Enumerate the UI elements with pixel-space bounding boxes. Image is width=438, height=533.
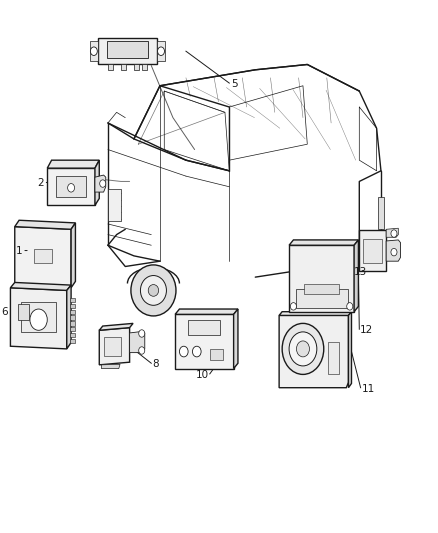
Ellipse shape <box>100 180 106 187</box>
Ellipse shape <box>141 276 166 305</box>
Polygon shape <box>130 332 145 353</box>
Bar <box>98 38 157 64</box>
Ellipse shape <box>282 324 324 374</box>
Polygon shape <box>95 160 99 205</box>
Ellipse shape <box>90 47 97 55</box>
Polygon shape <box>15 284 41 290</box>
Bar <box>70 298 74 302</box>
Polygon shape <box>354 240 358 312</box>
Polygon shape <box>11 282 71 290</box>
Polygon shape <box>359 230 386 271</box>
Polygon shape <box>279 312 352 316</box>
Ellipse shape <box>30 309 47 330</box>
Bar <box>70 316 74 320</box>
Bar <box>89 41 98 61</box>
Bar <box>70 333 74 337</box>
Bar <box>328 342 339 374</box>
Bar <box>134 64 139 70</box>
Bar <box>120 64 126 70</box>
Ellipse shape <box>139 347 145 354</box>
Text: 8: 8 <box>152 359 159 369</box>
Ellipse shape <box>290 303 297 310</box>
Bar <box>142 64 147 70</box>
Bar <box>70 304 74 308</box>
Bar <box>107 64 113 70</box>
Ellipse shape <box>192 346 201 357</box>
Ellipse shape <box>391 248 397 256</box>
Ellipse shape <box>139 330 145 337</box>
Ellipse shape <box>303 264 351 317</box>
Ellipse shape <box>131 265 176 316</box>
Bar <box>104 337 121 356</box>
Ellipse shape <box>297 341 310 357</box>
Polygon shape <box>349 312 352 387</box>
Polygon shape <box>289 245 354 312</box>
Bar <box>188 320 220 335</box>
Polygon shape <box>279 316 349 387</box>
Polygon shape <box>102 365 120 368</box>
Polygon shape <box>15 220 75 229</box>
Ellipse shape <box>148 285 159 296</box>
Ellipse shape <box>67 183 74 192</box>
Bar <box>70 310 74 314</box>
Text: 5: 5 <box>231 79 238 89</box>
Polygon shape <box>67 285 71 349</box>
Ellipse shape <box>180 346 188 357</box>
Bar <box>34 249 52 263</box>
Bar <box>296 289 348 308</box>
Bar <box>70 339 74 343</box>
Polygon shape <box>386 228 398 237</box>
Bar <box>378 197 384 229</box>
Polygon shape <box>47 168 95 205</box>
Polygon shape <box>386 240 400 261</box>
Polygon shape <box>95 175 106 192</box>
Bar <box>21 302 56 332</box>
Ellipse shape <box>347 303 353 310</box>
Polygon shape <box>289 240 358 245</box>
Polygon shape <box>175 309 238 314</box>
Ellipse shape <box>289 332 317 366</box>
Ellipse shape <box>313 274 341 306</box>
Text: 13: 13 <box>354 268 367 277</box>
Polygon shape <box>15 227 71 288</box>
Bar <box>210 349 223 360</box>
Bar <box>18 304 29 320</box>
Ellipse shape <box>158 47 165 55</box>
Polygon shape <box>47 160 99 168</box>
Bar <box>56 176 86 197</box>
Bar <box>304 284 339 294</box>
Bar <box>108 189 121 221</box>
Text: 11: 11 <box>361 384 375 394</box>
Bar <box>107 41 148 59</box>
Polygon shape <box>11 288 67 349</box>
Bar <box>70 327 74 332</box>
Polygon shape <box>99 328 130 365</box>
Bar <box>157 41 166 61</box>
Text: 6: 6 <box>2 306 8 317</box>
Text: 1: 1 <box>15 246 22 255</box>
Text: 2: 2 <box>38 177 44 188</box>
Polygon shape <box>175 314 233 368</box>
Bar <box>363 239 382 263</box>
Polygon shape <box>99 324 133 330</box>
Polygon shape <box>233 309 238 368</box>
Ellipse shape <box>321 284 332 297</box>
Bar <box>70 321 74 326</box>
Text: 10: 10 <box>196 370 209 381</box>
Ellipse shape <box>391 230 397 237</box>
Text: 12: 12 <box>360 325 374 335</box>
Polygon shape <box>71 223 75 288</box>
